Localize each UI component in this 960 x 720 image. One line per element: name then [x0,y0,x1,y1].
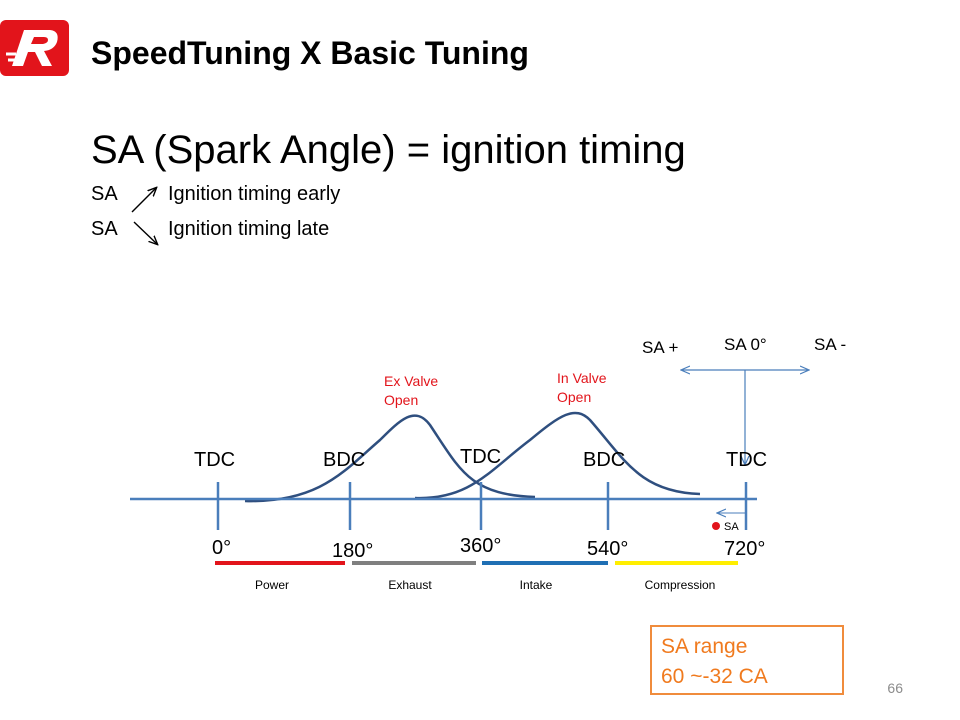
in-valve-curve [414,411,701,500]
degree-label: 180° [332,540,373,562]
degree-label: 360° [460,535,501,557]
page-number: 66 [887,680,903,696]
bullet-text: Ignition timing early [168,183,340,205]
sa-marker: SA [724,521,739,533]
note-line: SA range [661,635,747,658]
valve-label: In Valve [557,370,607,386]
position-label: TDC [726,449,767,471]
sa-minus: SA - [814,335,846,354]
degree-label: 0° [212,537,231,559]
position-label: BDC [583,449,625,471]
bullet-text: Ignition timing late [168,218,329,240]
note-box [650,625,844,695]
sa-plus: SA + [642,338,678,357]
ex-valve-curve [244,414,536,503]
slide-title: SpeedTuning X Basic Tuning [91,35,529,71]
bullet-label: SA [91,183,118,205]
degree-labels: 0° 180° 360° 540° 720° [212,535,765,562]
logo [0,20,69,76]
stroke-labels: Power Exhaust Intake Compression [255,578,715,592]
position-labels: TDC BDC TDC BDC TDC [194,446,767,471]
position-label: TDC [460,446,501,468]
valve-label: Open [557,389,591,405]
position-label: BDC [323,449,365,471]
ticks [216,482,748,530]
stroke-label: Compression [645,578,716,592]
stroke-label: Power [255,578,289,592]
stroke-label: Exhaust [388,578,432,592]
heading: SA (Spark Angle) = ignition timing [91,128,686,172]
degree-label: 720° [724,538,765,560]
degree-label: 540° [587,538,628,560]
down-arrow [133,221,157,244]
bullet-label: SA [91,218,118,240]
valve-label: Open [384,392,418,408]
position-label: TDC [194,449,235,471]
note-line: 60 ~-32 CA [661,665,768,688]
sa-dot [712,522,720,530]
stroke-label: Intake [520,578,553,592]
sa-zero: SA 0° [724,335,767,354]
up-arrow [131,188,156,213]
valve-label: Ex Valve [384,373,438,389]
